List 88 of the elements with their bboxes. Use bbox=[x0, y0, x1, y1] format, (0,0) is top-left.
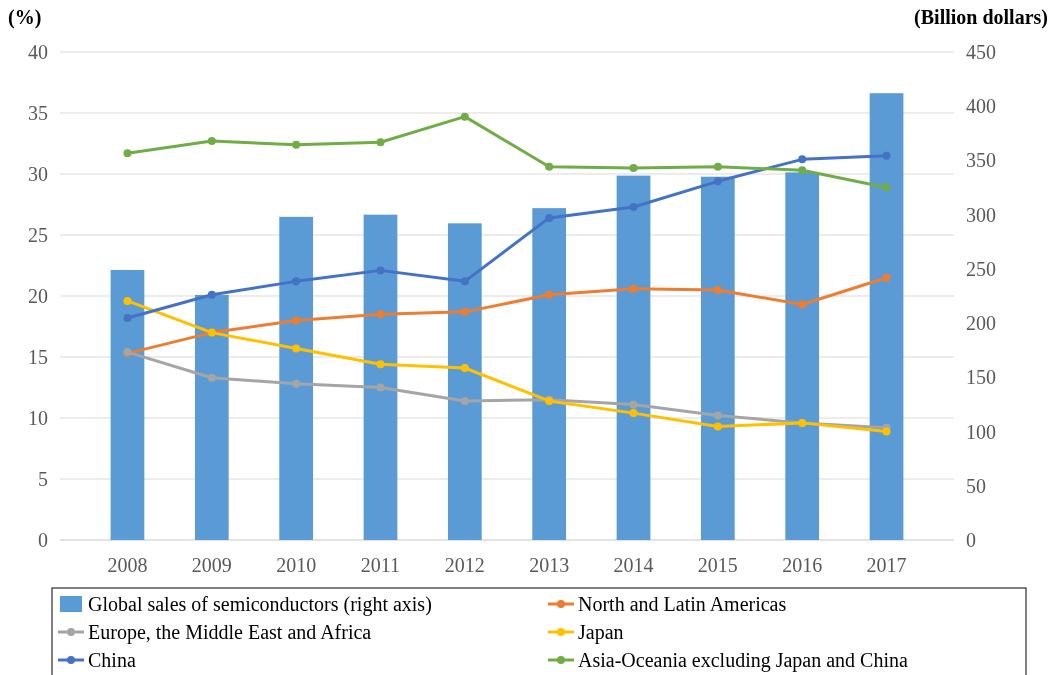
y-tick-label: 25 bbox=[28, 224, 48, 246]
y2-tick-label: 0 bbox=[966, 529, 976, 551]
point bbox=[207, 373, 216, 382]
point bbox=[460, 112, 469, 121]
y2-axis-title: (Billion dollars) bbox=[914, 6, 1048, 29]
x-tick-label: 2014 bbox=[613, 554, 654, 576]
y-tick-label: 10 bbox=[28, 407, 48, 429]
point bbox=[123, 149, 132, 158]
x-tick-label: 2008 bbox=[107, 554, 148, 576]
y-tick-label: 5 bbox=[38, 468, 48, 490]
y2-tick-label: 200 bbox=[966, 312, 996, 335]
x-tick-label: 2013 bbox=[529, 554, 570, 576]
bar bbox=[700, 176, 735, 540]
point bbox=[629, 202, 638, 211]
point bbox=[882, 183, 891, 192]
x-tick-label: 2011 bbox=[360, 554, 401, 576]
bar bbox=[110, 269, 145, 540]
y-tick-label: 40 bbox=[28, 41, 48, 63]
point bbox=[123, 313, 132, 322]
bar bbox=[279, 216, 314, 540]
point bbox=[713, 411, 722, 420]
point bbox=[629, 284, 638, 293]
point bbox=[292, 344, 301, 353]
y2-tick-label: 300 bbox=[966, 203, 996, 226]
y-tick-label: 30 bbox=[28, 163, 48, 185]
point bbox=[292, 379, 301, 388]
point bbox=[882, 151, 891, 160]
point bbox=[713, 162, 722, 171]
point bbox=[629, 409, 638, 418]
legend-label: China bbox=[88, 649, 136, 671]
point bbox=[376, 310, 385, 319]
y2-tick-label: 250 bbox=[966, 257, 996, 280]
point bbox=[376, 266, 385, 275]
point bbox=[882, 273, 891, 282]
point bbox=[545, 290, 554, 299]
x-tick-label: 2017 bbox=[866, 554, 907, 576]
point bbox=[292, 140, 301, 149]
point bbox=[376, 383, 385, 392]
point bbox=[882, 427, 891, 436]
y-tick-label: 20 bbox=[28, 285, 48, 307]
bar bbox=[616, 175, 651, 540]
y-axis-title: (%) bbox=[8, 6, 42, 29]
point bbox=[629, 400, 638, 409]
x-tick-label: 2016 bbox=[782, 554, 823, 576]
bar bbox=[447, 223, 482, 540]
legend-label: Asia-Oceania excluding Japan and China bbox=[578, 649, 909, 672]
point bbox=[292, 316, 301, 325]
y2-tick-label: 50 bbox=[966, 474, 986, 497]
y-tick-label: 15 bbox=[28, 346, 48, 368]
bar bbox=[869, 93, 904, 540]
bar bbox=[194, 294, 229, 540]
legend-label: Japan bbox=[578, 621, 624, 644]
point bbox=[460, 277, 469, 286]
bar bbox=[532, 208, 567, 540]
point bbox=[713, 285, 722, 294]
point bbox=[713, 177, 722, 186]
x-tick-label: 2010 bbox=[276, 554, 317, 576]
point bbox=[545, 213, 554, 222]
point bbox=[713, 422, 722, 431]
legend-label: North and Latin Americas bbox=[578, 593, 787, 615]
y-tick-label: 0 bbox=[38, 529, 48, 551]
point bbox=[460, 307, 469, 316]
y2-tick-label: 100 bbox=[966, 420, 996, 443]
x-tick-label: 2012 bbox=[444, 554, 485, 576]
legend-label: Europe, the Middle East and Africa bbox=[88, 621, 372, 644]
point bbox=[376, 138, 385, 147]
point bbox=[629, 163, 638, 172]
point bbox=[545, 162, 554, 171]
point bbox=[798, 300, 807, 309]
point bbox=[376, 360, 385, 369]
point bbox=[460, 363, 469, 372]
y2-tick-label: 150 bbox=[966, 366, 996, 389]
point bbox=[460, 396, 469, 405]
y2-tick-label: 400 bbox=[966, 95, 996, 118]
y2-tick-label: 450 bbox=[966, 41, 996, 63]
point bbox=[292, 277, 301, 286]
x-tick-label: 2015 bbox=[697, 554, 738, 576]
point bbox=[207, 290, 216, 299]
y2-tick-label: 350 bbox=[966, 149, 996, 172]
bar bbox=[363, 214, 398, 540]
point bbox=[207, 137, 216, 146]
x-tick-label: 2009 bbox=[191, 554, 232, 576]
y-tick-label: 35 bbox=[28, 102, 48, 124]
point bbox=[798, 166, 807, 175]
point bbox=[123, 296, 132, 305]
point bbox=[798, 155, 807, 164]
bar bbox=[785, 172, 820, 540]
legend-label: Global sales of semiconductors (right axis) bbox=[88, 593, 432, 616]
